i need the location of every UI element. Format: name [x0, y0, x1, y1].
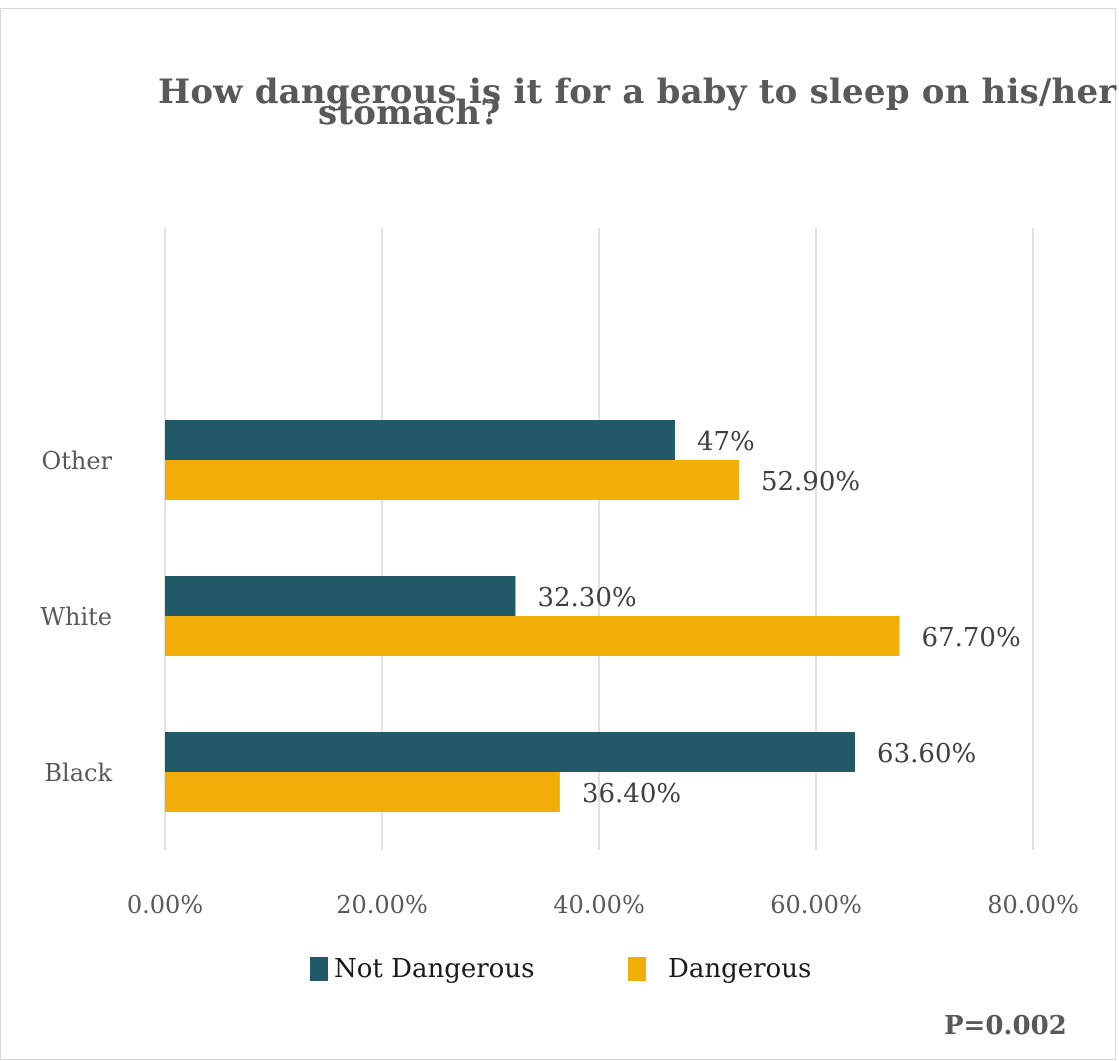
bar-dangerous-other: [165, 460, 739, 500]
data-label-dangerous-white: 67.70%: [922, 623, 1021, 653]
x-tick-label-80: 80.00%: [987, 891, 1079, 919]
legend-label-not-dangerous: Not Dangerous: [334, 954, 535, 984]
data-label-not-dangerous-other: 47%: [697, 427, 755, 457]
plot-area: 0.00% 20.00% 40.00% 60.00% 80.00% Black 63.60%…: [40, 228, 1079, 919]
chart-title-line-1: How dangerous is it for a baby to sleep …: [158, 72, 1117, 112]
category-label-black: Black: [44, 759, 112, 787]
legend-swatch-not-dangerous: [310, 957, 328, 981]
legend-item-not-dangerous: Not Dangerous: [310, 954, 534, 984]
data-label-dangerous-black: 36.40%: [582, 779, 681, 809]
category-label-white: White: [40, 603, 112, 631]
bar-not-dangerous-black: [165, 732, 856, 772]
legend: Not Dangerous Dangerous: [0, 954, 1119, 994]
bar-dangerous-black: [165, 772, 560, 812]
legend-label-dangerous: Dangerous: [668, 954, 812, 984]
data-label-not-dangerous-white: 32.30%: [537, 583, 636, 613]
legend-item-dangerous: Dangerous: [628, 954, 811, 984]
chart-frame: [0, 8, 1116, 1060]
x-tick-label-20: 20.00%: [336, 891, 428, 919]
p-value-annotation: P=0.002: [944, 1011, 1067, 1041]
category-label-other: Other: [42, 447, 113, 475]
x-tick-label-40: 40.00%: [553, 891, 645, 919]
bar-not-dangerous-white: [165, 576, 516, 616]
data-label-dangerous-other: 52.90%: [761, 467, 860, 497]
legend-swatch-dangerous: [628, 957, 646, 981]
x-tick-label-0: 0.00%: [127, 891, 203, 919]
bar-dangerous-white: [165, 616, 900, 656]
data-label-not-dangerous-black: 63.60%: [877, 739, 976, 769]
bar-not-dangerous-other: [165, 420, 675, 460]
chart-title-line-2: stomach?: [318, 93, 501, 133]
x-tick-label-60: 60.00%: [770, 891, 862, 919]
